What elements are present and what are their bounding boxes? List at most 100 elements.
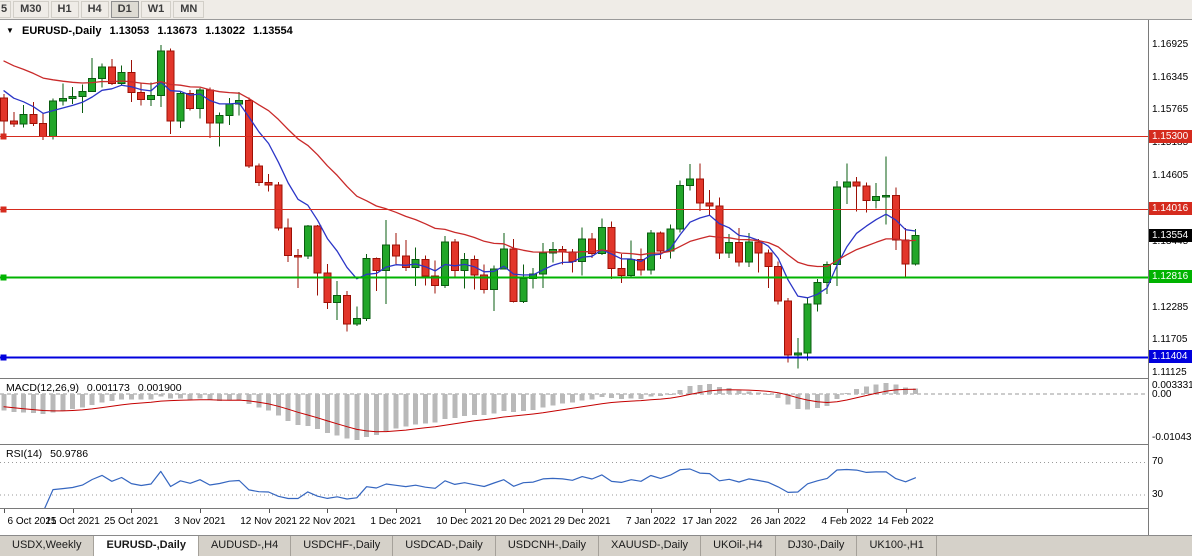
macd-histogram-bar [893,384,899,394]
chart-title: ▼ EURUSD-,Daily 1.13053 1.13673 1.13022 … [6,25,298,37]
date-label: 17 Jan 2022 [682,516,738,527]
macd-axis-max: 0.003331 [1152,380,1192,391]
symbol-period-label: EURUSD-,Daily [21,25,102,37]
macd-pane[interactable]: MACD(12,26,9) 0.001173 0.001900 [0,378,1148,444]
candle-body [264,182,273,186]
candle-body [568,251,577,262]
level-left-marker [0,274,7,281]
candle-body [0,97,8,122]
time-axis-tick [268,509,270,513]
candle-body [597,226,606,254]
macd-histogram-bar [226,393,232,401]
macd-histogram-bar [462,393,468,416]
macd-histogram-bar [305,393,311,426]
macd-histogram-bar [452,393,458,418]
level-price-label: 1.15300 [1149,129,1192,143]
timeframe-button-h4[interactable]: H4 [80,1,109,18]
candle-body [431,275,440,287]
time-axis[interactable]: 6 Oct 2021 15 Oct 2021 25 Oct 2021 3 Nov 20… [0,508,1148,535]
candle-body [29,114,38,125]
chart-tab-usdx-weekly[interactable]: USDX,Weekly [0,536,95,556]
macd-histogram-bar [569,393,575,403]
chart-tab-eurusd-daily[interactable]: EURUSD-,Daily [94,536,199,556]
chart-tab-dj30-daily[interactable]: DJ30-,Daily [775,536,858,556]
date-label: 3 Nov 2021 [174,516,226,527]
date-label: 22 Nov 2021 [299,516,356,527]
price-scale[interactable]: 1.16925 1.16345 1.15765 1.15185 1.14605 1.140… [1148,20,1192,535]
level-left-marker [0,354,7,361]
chart-tab-usdchf-daily[interactable]: USDCHF-,Daily [291,536,394,556]
macd-histogram-bar [373,393,379,435]
timeframe-button-h1[interactable]: H1 [50,1,79,18]
candle-body [686,178,694,186]
rsi-chart[interactable] [0,445,1148,508]
macd-histogram-bar [589,393,595,400]
timeframe-button-w1[interactable]: W1 [140,1,172,18]
candle-body [294,255,302,258]
time-axis-tick [650,509,652,513]
candle-body [98,66,106,79]
macd-histogram-bar [79,393,85,408]
time-axis-tick [464,509,466,513]
collapse-arrow-icon[interactable]: ▼ [6,26,14,35]
macd-histogram-bar [119,393,125,400]
ohlc-low: 1.13022 [205,25,245,37]
candle-body [754,241,763,254]
macd-label: MACD(12,26,9) 0.001173 0.001900 [6,382,187,394]
timeframe-toolbar: 5 M30 H1 H4 D1 W1 MN [0,0,1192,20]
macd-name: MACD(12,26,9) [6,382,79,394]
candlestick-chart[interactable] [0,20,1148,378]
macd-histogram-bar [873,384,879,394]
candle-body [137,92,146,100]
candle-body [725,242,734,254]
macd-histogram-bar [60,393,66,411]
chart-tab-usdcnh-daily[interactable]: USDCNH-,Daily [495,536,600,556]
macd-histogram-bar [471,393,477,416]
main-chart-pane[interactable]: ▼ EURUSD-,Daily 1.13053 1.13673 1.13022 … [0,20,1148,378]
macd-histogram-bar [236,393,242,401]
candle-body [245,99,253,167]
candle-body [656,232,665,252]
macd-histogram-bar [540,393,546,408]
timeframe-button-mn[interactable]: MN [173,1,205,18]
candle-body [862,185,871,202]
macd-histogram-bar [315,393,321,430]
rsi-pane[interactable]: RSI(14) 50.9786 [0,444,1148,508]
candle-body [9,120,18,125]
rsi-line [44,468,917,508]
timeframe-button-m30[interactable]: M30 [13,1,49,18]
candle-body [607,226,616,270]
candle-body [833,186,841,266]
macd-chart[interactable] [0,379,1148,444]
macd-histogram-bar [756,392,762,394]
candle-body [852,181,861,187]
date-label: 25 Oct 2021 [104,516,159,527]
candle-body [166,50,175,122]
rsi-label: RSI(14) 50.9786 [6,448,93,460]
chart-tab-ukoil-h4[interactable]: UKOil-,H4 [701,536,776,556]
macd-histogram-bar [70,393,76,410]
macd-histogram-bar [638,393,644,399]
level-price-label: 1.14016 [1149,202,1192,216]
timeframe-button-5[interactable]: 5 [0,1,12,18]
candle-body [333,294,342,304]
timeframe-button-d1[interactable]: D1 [110,1,139,18]
chart-region: ▼ EURUSD-,Daily 1.13053 1.13673 1.13022 … [0,20,1192,535]
level-left-marker [0,133,7,140]
macd-histogram-bar [746,391,752,394]
chart-tab-uk100-h1[interactable]: UK100-,H1 [857,536,937,556]
time-axis-tick [709,509,711,513]
macd-histogram-bar [148,393,154,400]
chart-tab-xauusd-daily[interactable]: XAUUSD-,Daily [599,536,702,556]
macd-histogram-bar [687,386,693,394]
price-axis-label: 1.14605 [1152,170,1189,182]
time-axis-tick [131,509,133,513]
macd-value-signal: 0.001900 [137,382,182,394]
candle-body [303,225,312,257]
time-axis-tick [4,509,5,513]
macd-histogram-bar [403,393,409,427]
macd-histogram-bar [158,393,164,397]
chart-tab-audusd-h4[interactable]: AUDUSD-,H4 [198,536,292,556]
macd-histogram-bar [442,393,448,420]
chart-tab-usdcad-daily[interactable]: USDCAD-,Daily [393,536,496,556]
